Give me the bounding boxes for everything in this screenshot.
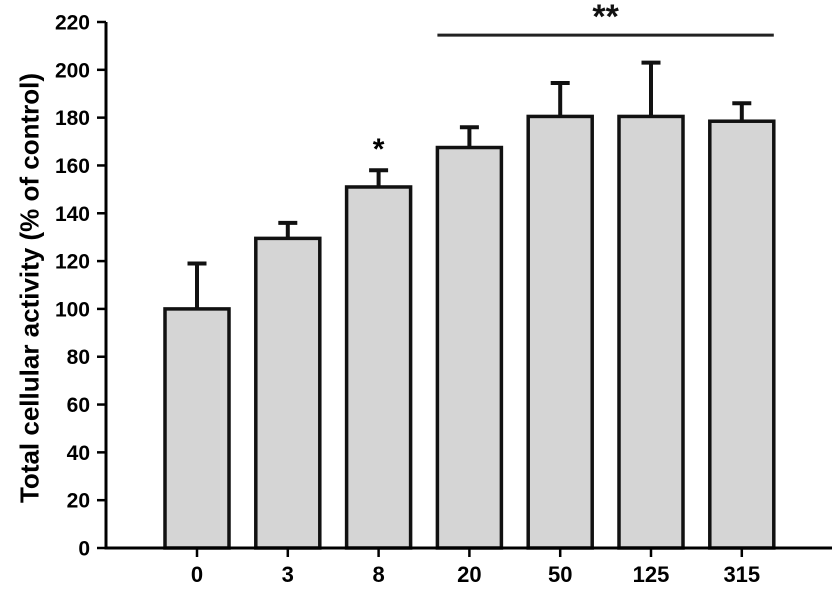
significance-star: * [373,133,385,166]
bar [526,114,594,550]
y-tick-label: 220 [55,12,90,35]
y-tick-label: 80 [67,346,90,369]
bar [617,114,685,550]
bar [435,145,504,550]
y-tick-label: 0 [78,538,90,561]
y-tick-label: 200 [55,59,90,82]
y-tick-label: 20 [67,490,90,513]
x-tick-label: 315 [723,562,760,587]
x-tick-label: 20 [457,562,481,587]
y-tick-label: 140 [55,203,90,226]
x-tick-label: 8 [372,562,384,587]
y-tick-label: 40 [67,442,90,465]
x-tick-label: 0 [191,562,203,587]
y-tick-label: 60 [67,394,90,417]
bar [254,236,322,550]
y-tick-label: 160 [55,155,90,178]
significance-double-star: ** [592,0,619,36]
bar [708,119,776,550]
bar [344,185,413,550]
x-tick-label: 125 [633,562,670,587]
x-tick-label: 50 [548,562,572,587]
y-tick-label: 100 [55,298,90,321]
y-tick-label: 120 [55,251,90,274]
bar [163,307,231,550]
y-tick-label: 180 [55,107,90,130]
x-tick-label: 3 [282,562,294,587]
